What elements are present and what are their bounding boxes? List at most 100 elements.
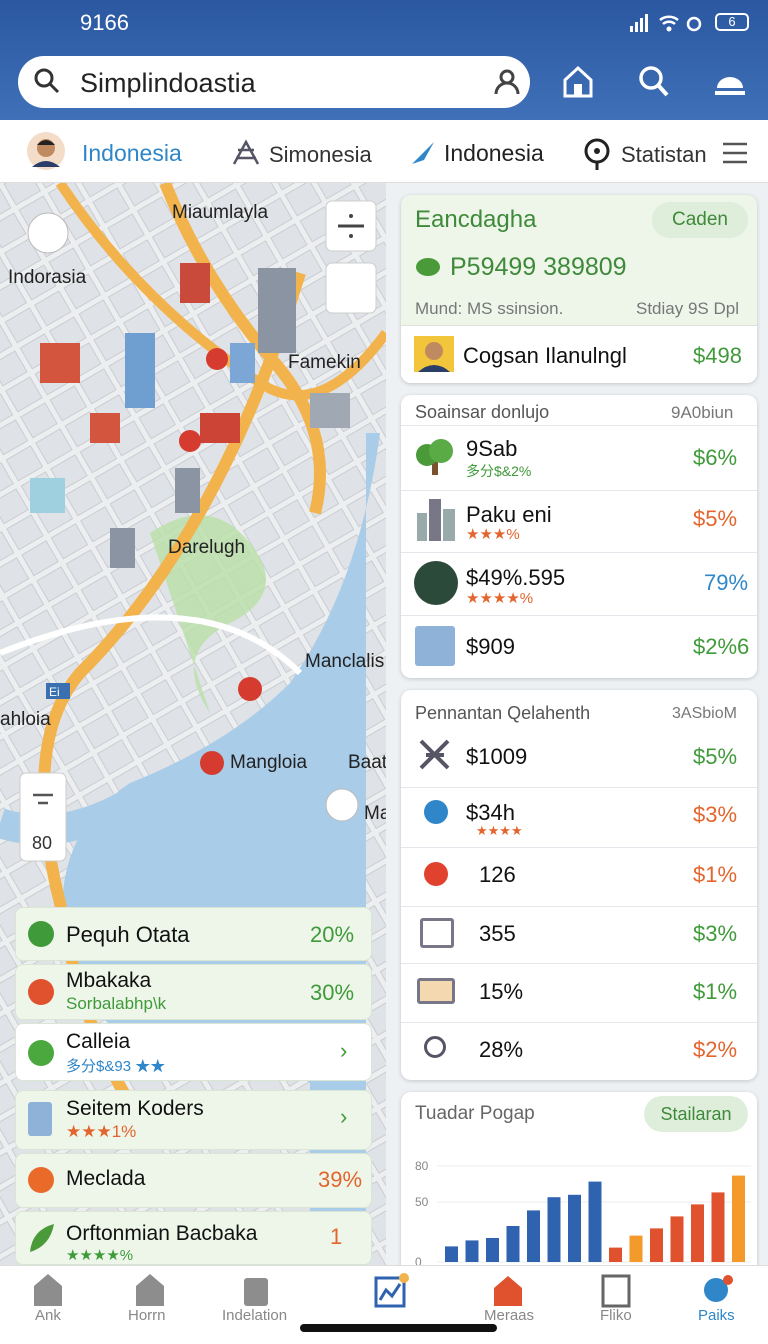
badge[interactable]: Caden bbox=[652, 202, 748, 238]
item-value: 20% bbox=[310, 922, 355, 947]
nav-label[interactable]: Fliko bbox=[600, 1307, 632, 1324]
nav-label[interactable]: Ank bbox=[35, 1307, 61, 1324]
item-title: Seitem Koders bbox=[66, 1097, 204, 1120]
map[interactable]: Miaumlayla Indorasia Famekin Darelugh Ma… bbox=[0, 183, 386, 1265]
card-title: Eancdagha bbox=[415, 206, 537, 233]
row-label: 15% bbox=[479, 979, 524, 1004]
list-card bbox=[401, 395, 757, 678]
nav-icons bbox=[34, 1273, 733, 1308]
bar bbox=[629, 1235, 643, 1262]
map-label: ahloia bbox=[0, 709, 51, 730]
row-icon bbox=[419, 739, 450, 770]
item-icon bbox=[28, 1040, 54, 1066]
row-label: 28% bbox=[479, 1037, 524, 1062]
nav-label[interactable]: Meraas bbox=[484, 1307, 535, 1324]
row-label: 355 bbox=[479, 921, 516, 946]
item-subtitle: ★★★★% bbox=[66, 1247, 134, 1264]
tab[interactable]: Simonesia bbox=[269, 142, 372, 167]
item-value: 39% bbox=[318, 1167, 363, 1192]
home-indicator bbox=[300, 1324, 497, 1332]
tab-icon bbox=[232, 139, 260, 165]
row-icon bbox=[414, 561, 458, 605]
row-subtitle: ★★★★ bbox=[476, 823, 523, 838]
chevron[interactable]: › bbox=[340, 1104, 348, 1129]
card-title: Pennantan Qelahenth bbox=[415, 703, 591, 723]
item-title: Orftonmian Bacbaka bbox=[66, 1222, 258, 1245]
map-label: Miaumlayla bbox=[172, 202, 269, 223]
bar bbox=[670, 1216, 684, 1262]
tab[interactable]: Indonesia bbox=[444, 140, 544, 166]
list-item[interactable] bbox=[15, 1211, 372, 1265]
chevron[interactable]: › bbox=[340, 1038, 348, 1063]
battery: 6 bbox=[715, 13, 749, 31]
avatar bbox=[27, 132, 65, 170]
bar bbox=[506, 1226, 520, 1262]
row-value: $1% bbox=[693, 979, 738, 1004]
list-item[interactable] bbox=[15, 1023, 372, 1081]
item-icon bbox=[28, 921, 54, 947]
bar bbox=[711, 1192, 725, 1262]
row-icon bbox=[415, 626, 455, 666]
item-icon bbox=[28, 979, 54, 1005]
row-label: Paku eni bbox=[466, 502, 552, 527]
search-bar[interactable] bbox=[18, 56, 530, 108]
card-meta: 3ASbioM bbox=[672, 705, 737, 722]
row-label: $34h bbox=[466, 800, 515, 825]
nav-label[interactable]: Horrn bbox=[128, 1307, 166, 1324]
tab[interactable]: Statistan bbox=[621, 142, 707, 167]
badge[interactable]: Stailaran bbox=[644, 1096, 748, 1132]
row-value: $6% bbox=[693, 445, 738, 470]
item-icon bbox=[28, 1167, 54, 1193]
item-subtitle: 多分$&93 ★★ bbox=[66, 1058, 166, 1075]
row-value: $5% bbox=[693, 744, 738, 769]
map-label: Famekin bbox=[288, 352, 361, 373]
bar bbox=[588, 1181, 602, 1262]
map-label: Baat bbox=[348, 752, 386, 773]
zoom-level: 80 bbox=[32, 833, 52, 853]
map-label: Mangloia bbox=[230, 752, 308, 773]
row-label: $49%.595 bbox=[466, 565, 566, 590]
list-item[interactable] bbox=[15, 907, 372, 961]
tab-icon bbox=[412, 142, 434, 164]
list-item[interactable] bbox=[15, 1153, 372, 1208]
header-actions[interactable] bbox=[560, 62, 750, 102]
map-label: Ma bbox=[364, 803, 386, 824]
nav-label[interactable]: Paiks bbox=[698, 1307, 735, 1324]
amount-icon bbox=[416, 258, 440, 276]
bar bbox=[568, 1194, 581, 1262]
amount: P59499 389809 bbox=[450, 253, 627, 281]
row-value: $2% bbox=[693, 1037, 738, 1062]
item-icon bbox=[30, 1224, 54, 1252]
row-subtitle: ★★★% bbox=[466, 526, 520, 543]
bar bbox=[609, 1247, 622, 1262]
menu-icon[interactable] bbox=[722, 141, 748, 165]
tab-bar bbox=[0, 120, 768, 183]
bar bbox=[527, 1210, 540, 1262]
item-title: Meclada bbox=[66, 1167, 146, 1190]
card-meta: 9A0biun bbox=[671, 403, 734, 422]
list-item[interactable] bbox=[15, 964, 372, 1020]
nav-label[interactable]: Indelation bbox=[222, 1307, 288, 1324]
bar bbox=[486, 1238, 499, 1262]
list-item[interactable] bbox=[15, 1090, 372, 1150]
profile-icon[interactable] bbox=[492, 67, 522, 97]
map-label: Manclalis bbox=[305, 651, 384, 672]
card-title: Soainsar donlujo bbox=[415, 402, 550, 422]
note: Mund: MS ssinsion. bbox=[415, 299, 564, 318]
row-icon bbox=[424, 1036, 446, 1058]
tab[interactable]: Indonesia bbox=[82, 140, 182, 166]
item-title: Pequh Otata bbox=[66, 922, 190, 947]
item-value: 30% bbox=[310, 980, 355, 1005]
bar bbox=[691, 1204, 704, 1262]
row-value: $1% bbox=[693, 862, 738, 887]
y-tick-label: 80 bbox=[415, 1159, 429, 1173]
row-subtitle: ★★★★% bbox=[466, 590, 534, 607]
bar bbox=[732, 1175, 745, 1262]
row-icon bbox=[417, 978, 455, 1004]
item-subtitle: Sorbalabhp\k bbox=[66, 994, 167, 1013]
row-label: 126 bbox=[479, 862, 516, 887]
item-title: Mbakaka bbox=[66, 969, 152, 992]
bar bbox=[465, 1240, 479, 1262]
list-card bbox=[401, 690, 757, 1080]
